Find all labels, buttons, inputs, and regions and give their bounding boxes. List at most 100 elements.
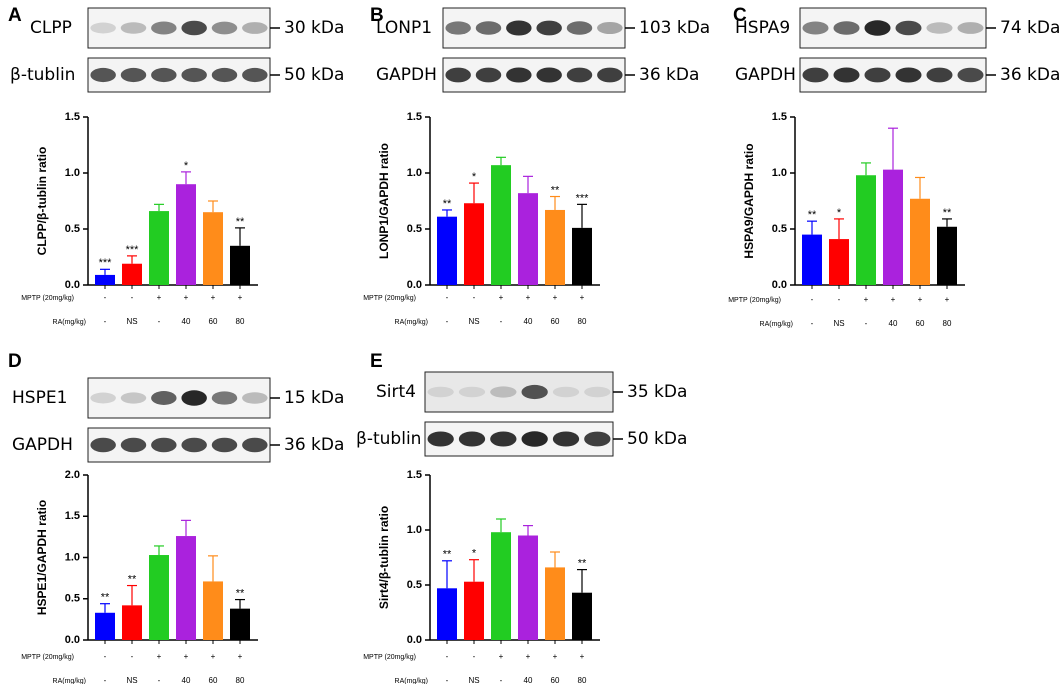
y-tick-label: 0.5 bbox=[407, 579, 422, 591]
blot-band bbox=[242, 392, 268, 404]
ra-value: 40 bbox=[524, 317, 533, 326]
kda-label: 15 kDa bbox=[284, 388, 344, 408]
y-tick-label: 1.5 bbox=[407, 469, 422, 481]
blot-band bbox=[90, 437, 116, 453]
bar bbox=[518, 535, 538, 640]
y-tick-label: 1.0 bbox=[65, 551, 80, 563]
blot-band bbox=[151, 21, 177, 35]
blot-band bbox=[957, 22, 984, 34]
ra-value: 80 bbox=[236, 676, 245, 684]
bar bbox=[95, 274, 115, 285]
kda-label: 36 kDa bbox=[284, 435, 344, 455]
blot-band bbox=[864, 67, 891, 83]
y-axis-label: HSPA9/GAPDH ratio bbox=[742, 143, 756, 258]
mptp-value: + bbox=[238, 652, 243, 661]
bar bbox=[464, 581, 484, 640]
blot-band bbox=[181, 437, 207, 453]
ra-value: 60 bbox=[551, 317, 560, 326]
blot-band bbox=[120, 67, 147, 83]
blot-band bbox=[427, 431, 454, 447]
mptp-label: MPTP (20mg/kg) bbox=[363, 295, 416, 302]
ra-label: RA(mg/kg) bbox=[53, 678, 86, 684]
blot-band bbox=[458, 431, 486, 447]
mptp-value: + bbox=[580, 652, 585, 661]
mptp-value: + bbox=[945, 295, 950, 304]
bar bbox=[149, 211, 169, 285]
kda-label: 36 kDa bbox=[639, 65, 699, 85]
kda-label: 35 kDa bbox=[627, 382, 687, 402]
ra-value: NS bbox=[126, 317, 137, 326]
mptp-value: + bbox=[499, 652, 504, 661]
protein-label: HSPA9 bbox=[735, 18, 790, 38]
y-tick-label: 0.5 bbox=[65, 593, 80, 605]
mptp-value: - bbox=[104, 293, 107, 302]
blot-band bbox=[181, 67, 207, 83]
blot-band bbox=[536, 20, 562, 36]
mptp-value: + bbox=[918, 295, 923, 304]
mptp-value: + bbox=[526, 293, 531, 302]
ra-value: - bbox=[865, 319, 868, 328]
blot-band bbox=[521, 384, 548, 400]
blot-band bbox=[490, 431, 517, 447]
blot-band bbox=[151, 437, 177, 453]
blot-band bbox=[181, 20, 207, 36]
bar bbox=[491, 165, 511, 285]
protein-label: LONP1 bbox=[376, 18, 432, 38]
ra-value: - bbox=[446, 317, 449, 326]
protein-label: GAPDH bbox=[12, 435, 73, 455]
y-axis-label: HSPE1/GAPDH ratio bbox=[35, 500, 49, 615]
bar bbox=[491, 532, 511, 640]
bar bbox=[203, 212, 223, 285]
y-tick-label: 0.5 bbox=[65, 223, 80, 235]
bar bbox=[545, 209, 565, 285]
panel-letter: C bbox=[733, 5, 747, 26]
significance: ** bbox=[128, 573, 137, 585]
significance: *** bbox=[126, 244, 140, 256]
ra-value: - bbox=[811, 319, 814, 328]
mptp-value: - bbox=[811, 295, 814, 304]
bar bbox=[545, 567, 565, 640]
kda-label: 103 kDa bbox=[639, 18, 710, 38]
blot-frame bbox=[442, 57, 626, 93]
protein-label: Sirt4 bbox=[376, 382, 416, 402]
blot-frame bbox=[87, 57, 271, 93]
bar bbox=[464, 203, 484, 285]
blot-frame bbox=[424, 421, 614, 457]
y-tick-label: 1.5 bbox=[407, 111, 422, 123]
significance: ** bbox=[443, 549, 452, 561]
protein-label: β-tublin bbox=[10, 65, 75, 85]
ra-value: 40 bbox=[182, 317, 191, 326]
ra-value: 80 bbox=[943, 319, 952, 328]
blot-band bbox=[521, 431, 548, 447]
mptp-label: MPTP (20mg/kg) bbox=[21, 654, 74, 661]
ra-value: - bbox=[500, 317, 503, 326]
panel-letter: D bbox=[8, 351, 22, 372]
bar bbox=[176, 184, 196, 285]
significance: ** bbox=[236, 216, 245, 228]
ra-value: 60 bbox=[551, 676, 560, 684]
bar bbox=[572, 592, 592, 640]
mptp-value: + bbox=[553, 652, 558, 661]
bar bbox=[176, 536, 196, 640]
ra-value: - bbox=[104, 317, 107, 326]
mptp-value: + bbox=[238, 293, 243, 302]
significance: * bbox=[184, 160, 189, 172]
y-axis-label: LONP1/GAPDH ratio bbox=[377, 143, 391, 259]
ra-label: RA(mg/kg) bbox=[760, 321, 793, 328]
blot-band bbox=[211, 391, 238, 405]
blot-band bbox=[552, 431, 580, 447]
blot-band bbox=[957, 67, 984, 83]
mptp-value: + bbox=[211, 652, 216, 661]
mptp-label: MPTP (20mg/kg) bbox=[363, 654, 416, 661]
significance: ** bbox=[578, 558, 587, 570]
blot-band bbox=[242, 67, 268, 83]
bar bbox=[149, 555, 169, 640]
mptp-value: - bbox=[131, 652, 134, 661]
y-tick-label: 0.5 bbox=[772, 223, 787, 235]
blot-band bbox=[895, 67, 922, 83]
blot-band bbox=[552, 386, 580, 398]
blot-band bbox=[181, 390, 207, 406]
bar bbox=[437, 588, 457, 640]
bar bbox=[122, 605, 142, 640]
protein-label: GAPDH bbox=[376, 65, 437, 85]
